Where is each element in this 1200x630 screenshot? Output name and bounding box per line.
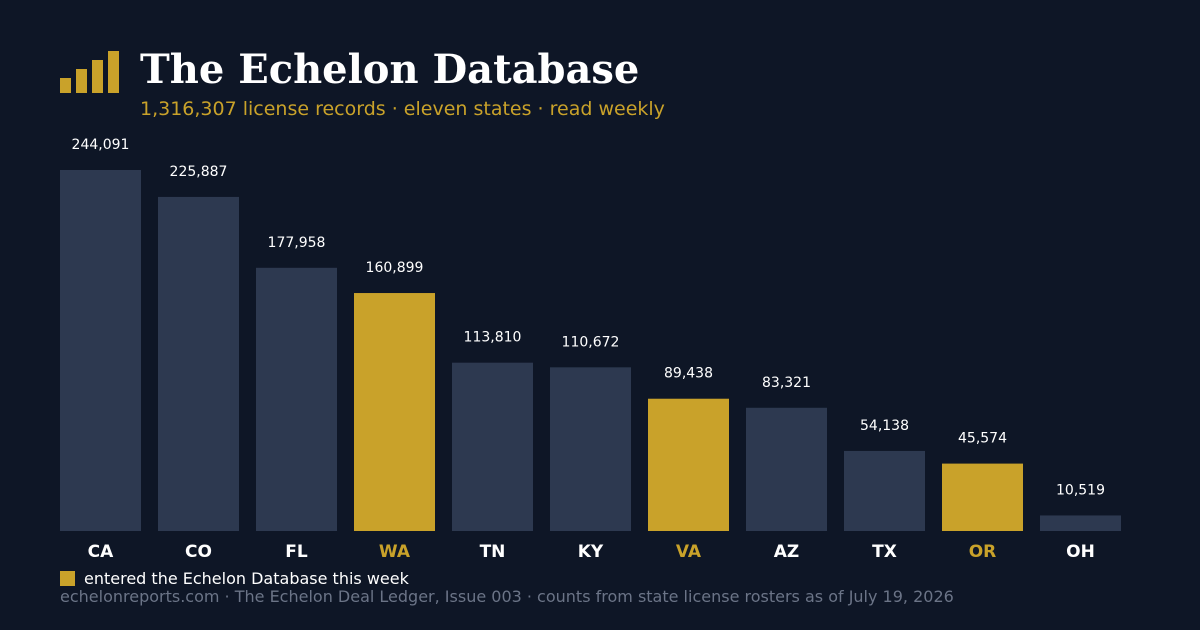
legend-swatch xyxy=(60,570,75,586)
bar-fl xyxy=(256,267,337,531)
bar-ky xyxy=(550,367,631,531)
bar-co xyxy=(158,196,239,532)
bar-oh xyxy=(1040,515,1121,531)
value-label-or: 45,574 xyxy=(958,431,1007,447)
category-label-tn: TN xyxy=(480,542,506,562)
value-label-tx: 54,138 xyxy=(860,418,909,434)
category-label-wa: WA xyxy=(379,542,411,562)
value-label-fl: 177,958 xyxy=(268,235,326,251)
category-label-va: VA xyxy=(676,542,702,562)
value-label-co: 225,887 xyxy=(170,164,228,180)
bar-va xyxy=(648,398,729,531)
bar-wa xyxy=(354,293,435,531)
footer-source: echelonreports.com · The Echelon Deal Le… xyxy=(60,587,954,606)
value-label-tn: 113,810 xyxy=(464,330,522,346)
value-label-az: 83,321 xyxy=(762,375,811,391)
page-subtitle: 1,316,307 license records · eleven state… xyxy=(140,98,665,120)
bar-or xyxy=(942,463,1023,531)
category-label-fl: FL xyxy=(285,542,308,562)
legend: entered the Echelon Database this week xyxy=(60,568,409,588)
category-label-ky: KY xyxy=(578,542,604,562)
category-label-co: CO xyxy=(185,542,212,562)
category-label-oh: OH xyxy=(1066,542,1095,562)
value-label-oh: 10,519 xyxy=(1056,482,1105,498)
bar-tn xyxy=(452,362,533,531)
value-label-wa: 160,899 xyxy=(366,260,424,276)
category-label-or: OR xyxy=(969,542,997,562)
bar-az xyxy=(746,407,827,531)
bar-tx xyxy=(844,450,925,531)
page-title: The Echelon Database xyxy=(140,46,640,93)
value-label-va: 89,438 xyxy=(664,366,713,382)
legend-label: entered the Echelon Database this week xyxy=(84,568,409,588)
bar-chart-logo-icon xyxy=(60,51,119,93)
category-label-az: AZ xyxy=(774,542,799,562)
bar-ca xyxy=(60,170,141,531)
category-label-tx: TX xyxy=(872,542,897,562)
category-label-ca: CA xyxy=(88,542,114,562)
value-label-ky: 110,672 xyxy=(562,334,620,350)
value-label-ca: 244,091 xyxy=(72,137,130,153)
